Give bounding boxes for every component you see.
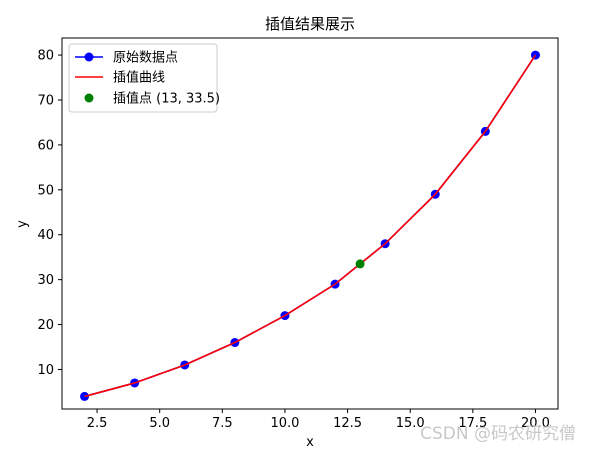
x-tick-label: 12.5 — [333, 416, 362, 431]
x-axis-label: x — [306, 435, 314, 450]
watermark: CSDN @码农研究僧 — [420, 424, 576, 444]
chart-title: 插值结果展示 — [265, 15, 355, 33]
y-tick-label: 80 — [37, 49, 54, 64]
y-tick-label: 70 — [37, 93, 54, 108]
legend-label: 原始数据点 — [113, 51, 178, 66]
y-tick-label: 20 — [37, 318, 54, 333]
legend-label: 插值点 (13, 33.5) — [113, 91, 220, 107]
data-point-original — [530, 50, 540, 60]
x-tick-label: 10.0 — [270, 416, 299, 431]
x-tick-label: 17.5 — [458, 416, 487, 431]
x-tick-label: 15.0 — [396, 416, 425, 431]
legend-marker-interpolated — [84, 93, 94, 103]
axes-frame — [61, 37, 559, 410]
data-point-interpolated — [355, 259, 365, 269]
y-tick-label: 50 — [37, 183, 54, 198]
x-tick-label: 20.0 — [521, 416, 550, 431]
x-tick-label: 7.5 — [212, 416, 233, 431]
y-tick-label: 30 — [37, 273, 54, 288]
legend-marker-original — [84, 52, 94, 62]
legend-label: 插值曲线 — [113, 70, 165, 86]
y-axis-label: y — [15, 220, 30, 228]
x-tick-label: 2.5 — [87, 416, 108, 431]
x-tick-label: 5.0 — [149, 416, 170, 431]
plot-area: 2.5 5.0 7.5 10.0 12.5 15.0 17.5 20.0 10 20 30 40 50 6… — [37, 37, 559, 431]
y-tick-label: 40 — [37, 228, 54, 243]
series-interpolation-curve — [84, 54, 537, 398]
y-tick-label: 60 — [37, 138, 54, 153]
data-point-original — [80, 391, 90, 401]
y-tick-label: 10 — [37, 363, 54, 378]
legend-box — [68, 43, 218, 113]
